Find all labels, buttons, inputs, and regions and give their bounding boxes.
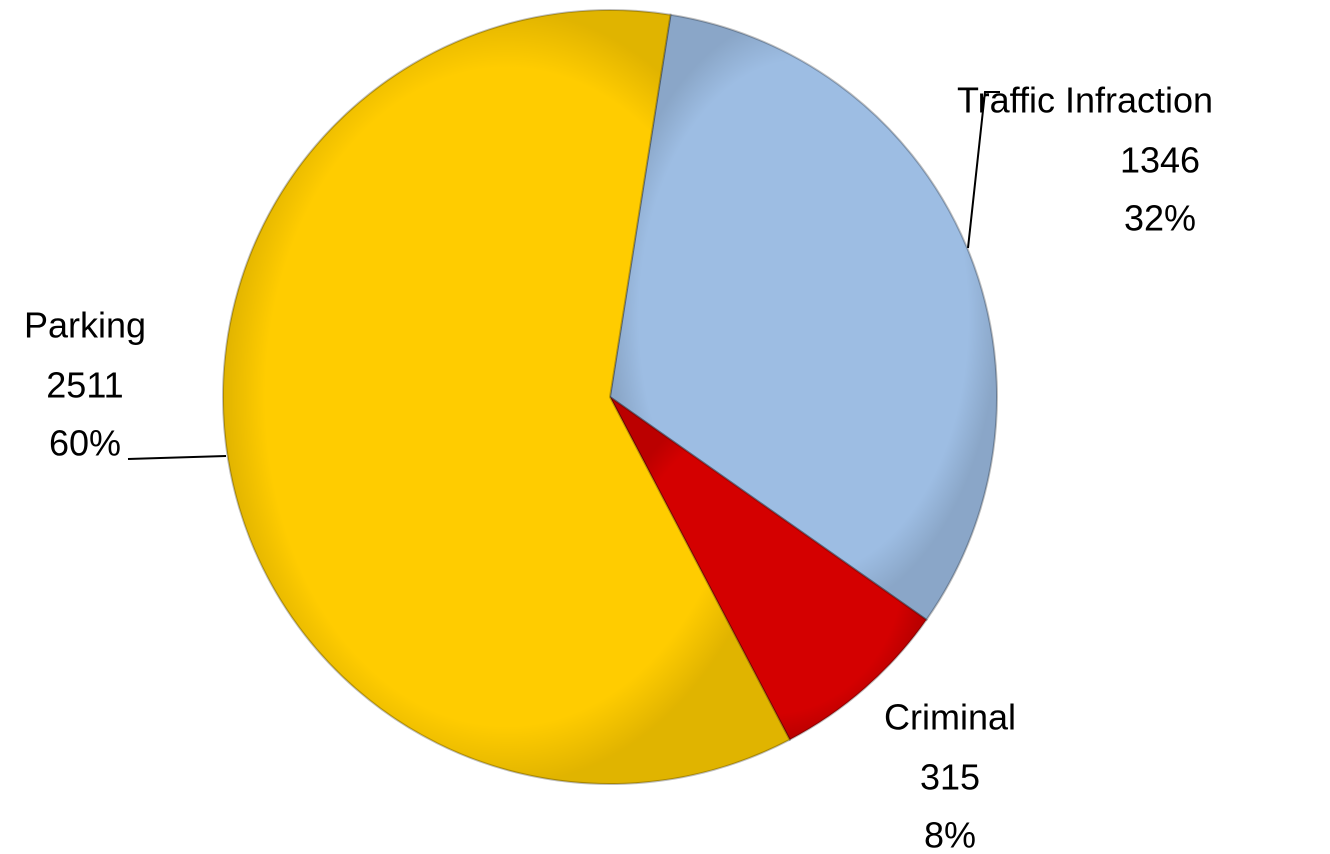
- pie: [222, 9, 998, 785]
- labels: Traffic Infraction 1346 32% Criminal 315 8% Pa…: [24, 80, 1213, 854]
- slice-percent: 8%: [924, 815, 976, 854]
- leader-line: [127, 455, 227, 460]
- slice-shade: [610, 397, 927, 740]
- slice-shade: [222, 10, 790, 785]
- slice-shade: [610, 14, 998, 620]
- slice-label: Traffic Infraction: [957, 80, 1213, 121]
- slice-percent: 32%: [1124, 198, 1196, 239]
- slice-percent: 60%: [49, 423, 121, 464]
- slice-value: 315: [920, 757, 980, 798]
- slice-label: Criminal: [884, 697, 1016, 738]
- slice-value: 1346: [1120, 140, 1200, 181]
- slice-label: Parking: [24, 305, 146, 346]
- leader-line: [967, 91, 1000, 249]
- slice-value: 2511: [46, 365, 123, 406]
